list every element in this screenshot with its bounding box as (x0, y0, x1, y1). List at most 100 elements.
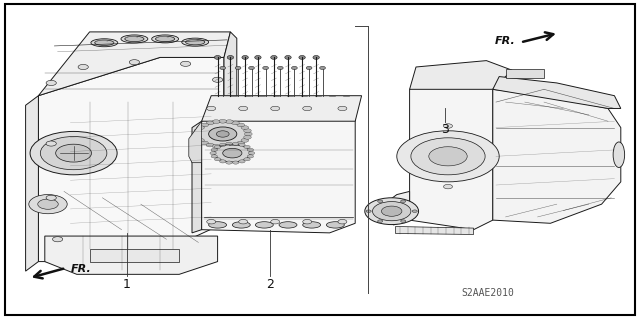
Circle shape (212, 77, 223, 82)
Ellipse shape (313, 56, 319, 59)
Circle shape (239, 160, 245, 163)
Circle shape (46, 195, 56, 200)
Ellipse shape (227, 56, 234, 59)
Circle shape (56, 144, 92, 162)
Circle shape (129, 60, 140, 65)
Circle shape (381, 206, 402, 216)
Circle shape (338, 219, 347, 224)
Circle shape (338, 106, 347, 111)
Ellipse shape (320, 66, 326, 70)
Circle shape (239, 219, 248, 224)
Polygon shape (381, 191, 410, 225)
Ellipse shape (214, 56, 221, 59)
Polygon shape (192, 121, 202, 233)
Circle shape (244, 145, 250, 149)
Ellipse shape (285, 56, 291, 59)
Circle shape (241, 126, 249, 130)
Circle shape (210, 152, 216, 155)
Circle shape (201, 123, 209, 127)
Ellipse shape (156, 36, 175, 42)
Ellipse shape (303, 222, 321, 228)
Circle shape (225, 120, 233, 123)
Circle shape (38, 199, 58, 209)
Circle shape (211, 148, 218, 152)
Circle shape (232, 142, 239, 145)
Ellipse shape (278, 66, 284, 70)
Circle shape (214, 144, 250, 162)
Ellipse shape (236, 66, 241, 70)
Circle shape (220, 143, 226, 146)
Ellipse shape (242, 56, 248, 59)
Circle shape (401, 220, 406, 222)
Polygon shape (26, 96, 38, 271)
Circle shape (46, 141, 56, 146)
Ellipse shape (186, 40, 205, 45)
Ellipse shape (152, 35, 179, 43)
Circle shape (378, 220, 383, 222)
Ellipse shape (262, 66, 269, 70)
Text: 2: 2 (266, 278, 274, 291)
Circle shape (220, 160, 226, 163)
Polygon shape (410, 70, 512, 230)
Circle shape (239, 143, 245, 146)
Circle shape (239, 106, 248, 111)
Circle shape (29, 195, 67, 214)
Circle shape (271, 106, 280, 111)
Circle shape (444, 124, 452, 128)
Polygon shape (202, 112, 355, 233)
Circle shape (223, 148, 242, 158)
Circle shape (429, 147, 467, 166)
Circle shape (237, 123, 244, 127)
Circle shape (397, 131, 499, 182)
Circle shape (201, 141, 209, 145)
Circle shape (211, 155, 218, 158)
Polygon shape (410, 61, 512, 89)
Circle shape (40, 137, 107, 170)
Circle shape (180, 61, 191, 66)
Circle shape (237, 141, 244, 145)
Polygon shape (38, 32, 230, 96)
Polygon shape (396, 226, 474, 234)
Circle shape (207, 106, 216, 111)
Circle shape (194, 135, 202, 139)
Polygon shape (224, 32, 237, 223)
Circle shape (219, 189, 229, 194)
Ellipse shape (182, 38, 209, 46)
Circle shape (401, 200, 406, 203)
Ellipse shape (613, 142, 625, 167)
Circle shape (232, 121, 239, 125)
Circle shape (241, 138, 249, 142)
Circle shape (194, 129, 202, 133)
Polygon shape (45, 236, 218, 274)
Circle shape (214, 145, 221, 149)
Circle shape (244, 135, 252, 139)
Circle shape (46, 80, 56, 85)
Circle shape (212, 120, 220, 123)
Circle shape (248, 152, 255, 155)
Circle shape (412, 210, 417, 212)
Polygon shape (38, 57, 224, 262)
Text: S2AAE2010: S2AAE2010 (461, 288, 514, 298)
Circle shape (212, 221, 223, 226)
Ellipse shape (125, 36, 144, 42)
Circle shape (219, 119, 227, 123)
Circle shape (209, 127, 237, 141)
Circle shape (232, 161, 239, 164)
Ellipse shape (307, 66, 312, 70)
Circle shape (198, 122, 247, 146)
Circle shape (244, 158, 250, 161)
Circle shape (271, 219, 280, 224)
Circle shape (378, 200, 383, 203)
Polygon shape (493, 77, 621, 108)
Circle shape (196, 138, 204, 142)
Circle shape (30, 131, 117, 175)
Bar (506, 69, 544, 78)
Ellipse shape (232, 222, 250, 228)
Circle shape (247, 155, 253, 158)
Circle shape (206, 121, 214, 125)
Circle shape (303, 106, 312, 111)
Ellipse shape (255, 56, 261, 59)
Polygon shape (189, 121, 202, 163)
Ellipse shape (279, 222, 297, 228)
Text: 3: 3 (441, 123, 449, 136)
